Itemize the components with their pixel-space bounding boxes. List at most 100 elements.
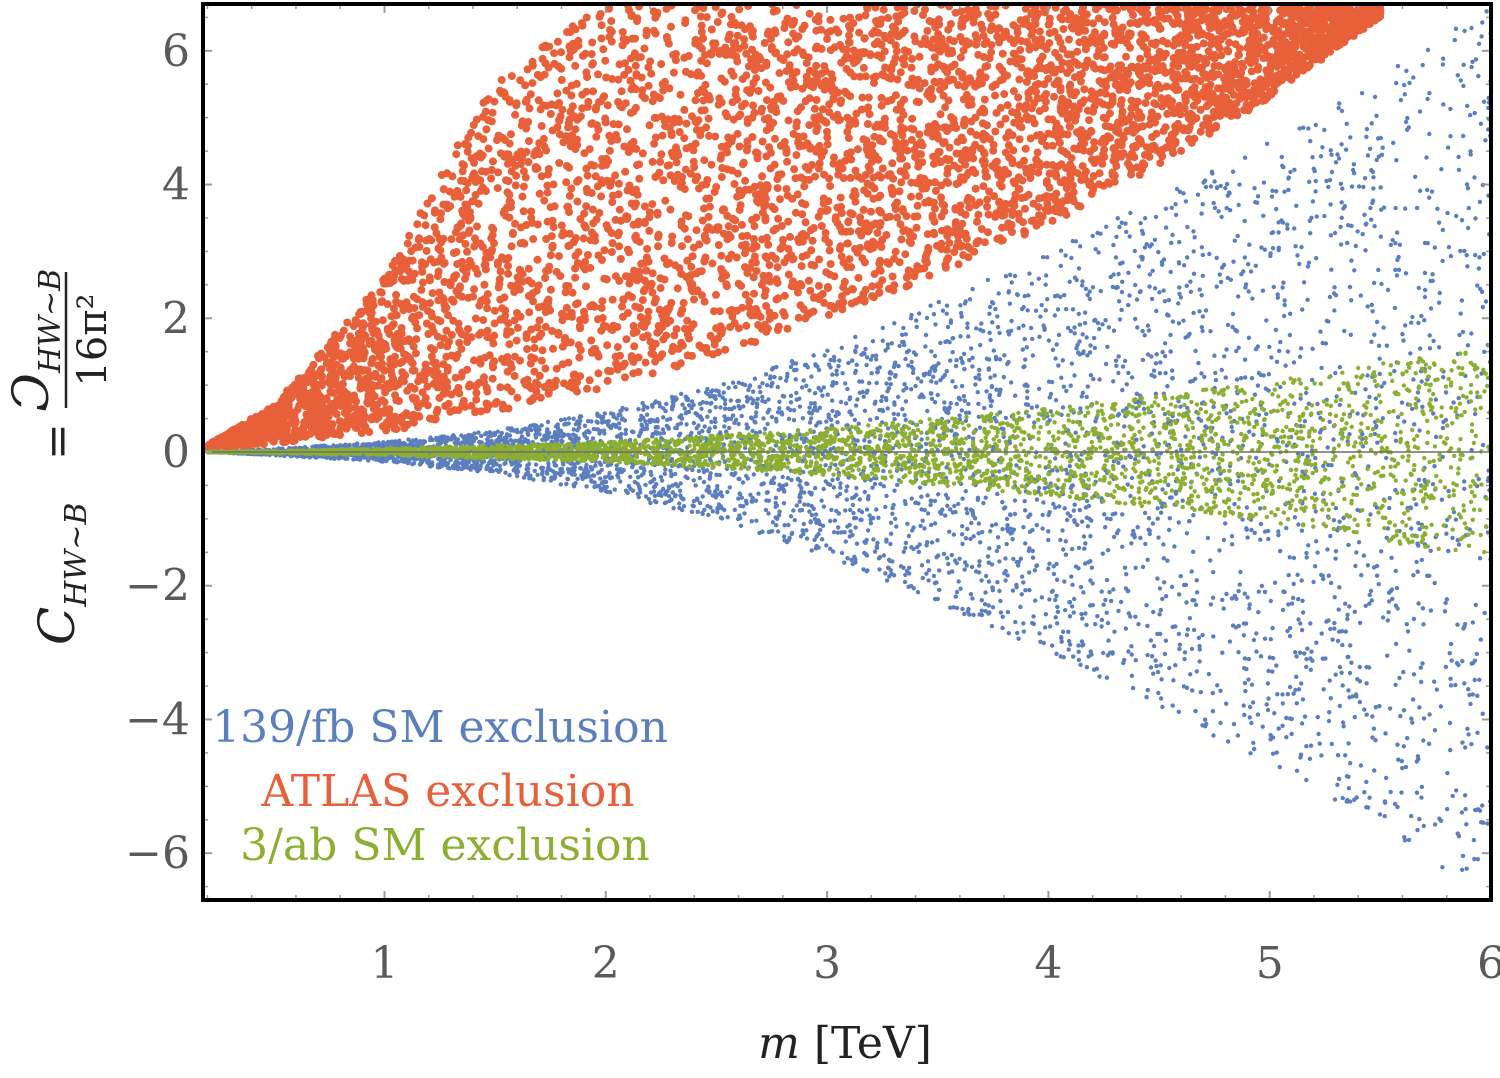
data-point <box>855 397 860 402</box>
data-point <box>618 479 623 484</box>
data-point <box>850 532 855 538</box>
data-point <box>1200 328 1205 334</box>
data-point <box>843 401 849 406</box>
data-point <box>1150 268 1155 273</box>
data-point <box>757 384 762 390</box>
data-point <box>838 481 843 486</box>
data-point <box>1163 370 1168 376</box>
data-point <box>736 496 741 501</box>
data-point <box>566 421 571 426</box>
data-point <box>722 414 727 419</box>
data-point <box>894 524 899 529</box>
data-point <box>1076 266 1082 271</box>
data-point <box>923 441 929 447</box>
data-point <box>868 521 874 526</box>
data-point <box>995 580 1000 585</box>
data-point <box>578 466 584 471</box>
data-point <box>1371 565 1377 570</box>
data-point <box>1285 222 1290 227</box>
data-point <box>1173 624 1178 629</box>
data-point <box>1085 292 1090 298</box>
data-point <box>1112 629 1117 634</box>
data-point <box>1445 517 1450 522</box>
data-point <box>636 407 641 412</box>
data-point <box>973 382 978 387</box>
data-point <box>1111 534 1117 540</box>
data-point <box>927 372 932 377</box>
data-point <box>438 441 443 446</box>
data-point <box>1163 206 1169 211</box>
data-point <box>1133 614 1138 619</box>
data-point <box>1332 797 1338 802</box>
data-point <box>962 567 967 572</box>
data-point <box>807 420 813 425</box>
data-point <box>908 316 914 321</box>
data-point <box>1255 194 1261 199</box>
data-point <box>1142 216 1148 221</box>
data-point <box>1223 375 1228 380</box>
data-point <box>1413 174 1418 179</box>
data-point <box>939 511 944 516</box>
data-point <box>1305 264 1311 269</box>
data-point <box>725 515 730 520</box>
data-point <box>1152 237 1158 242</box>
data-point <box>706 485 711 490</box>
data-point <box>1474 651 1480 657</box>
data-point <box>985 554 991 559</box>
data-point <box>1269 355 1274 360</box>
data-point <box>1448 106 1453 112</box>
data-point <box>1114 363 1119 368</box>
data-point <box>1218 279 1224 285</box>
data-point <box>1287 311 1293 316</box>
data-point <box>1153 658 1158 663</box>
data-point <box>1343 753 1348 758</box>
data-point <box>1053 356 1058 361</box>
data-point <box>713 405 718 410</box>
data-point <box>1442 609 1448 614</box>
data-point <box>1050 347 1056 352</box>
data-point <box>1339 108 1345 114</box>
data-point <box>1327 710 1332 715</box>
data-point <box>1436 345 1442 350</box>
data-point <box>1081 642 1086 647</box>
data-point <box>616 421 622 426</box>
data-point <box>1424 155 1429 160</box>
data-point <box>1147 531 1153 537</box>
data-point <box>1170 368 1175 373</box>
data-point <box>1469 331 1474 336</box>
data-point <box>1345 654 1350 660</box>
data-point <box>1084 498 1090 504</box>
data-point <box>1199 245 1205 250</box>
data-point <box>1022 357 1028 362</box>
data-point <box>799 385 805 390</box>
data-point <box>812 391 818 396</box>
data-point <box>1371 175 1376 180</box>
data-point <box>1447 651 1453 656</box>
data-point <box>988 403 994 409</box>
data-point <box>1456 395 1461 401</box>
data-point <box>1461 62 1466 67</box>
data-point <box>1286 176 1291 181</box>
data-point <box>1076 545 1082 551</box>
data-point <box>1100 551 1106 556</box>
data-point <box>1337 402 1343 408</box>
data-point <box>1304 390 1309 396</box>
data-point <box>1096 250 1101 255</box>
data-point <box>1299 627 1305 633</box>
data-point <box>1419 379 1424 384</box>
data-point <box>1221 537 1227 543</box>
data-point <box>956 501 961 507</box>
data-point <box>566 416 572 421</box>
data-point <box>1347 670 1353 676</box>
data-point <box>497 463 503 469</box>
data-point <box>1293 687 1298 693</box>
data-point <box>843 508 848 513</box>
data-point <box>1237 582 1243 587</box>
data-point <box>507 426 513 431</box>
data-point <box>986 603 991 608</box>
data-point <box>1076 643 1081 648</box>
data-point <box>1382 380 1387 386</box>
data-point <box>765 410 770 415</box>
data-point <box>1022 336 1027 342</box>
data-point <box>901 325 906 331</box>
